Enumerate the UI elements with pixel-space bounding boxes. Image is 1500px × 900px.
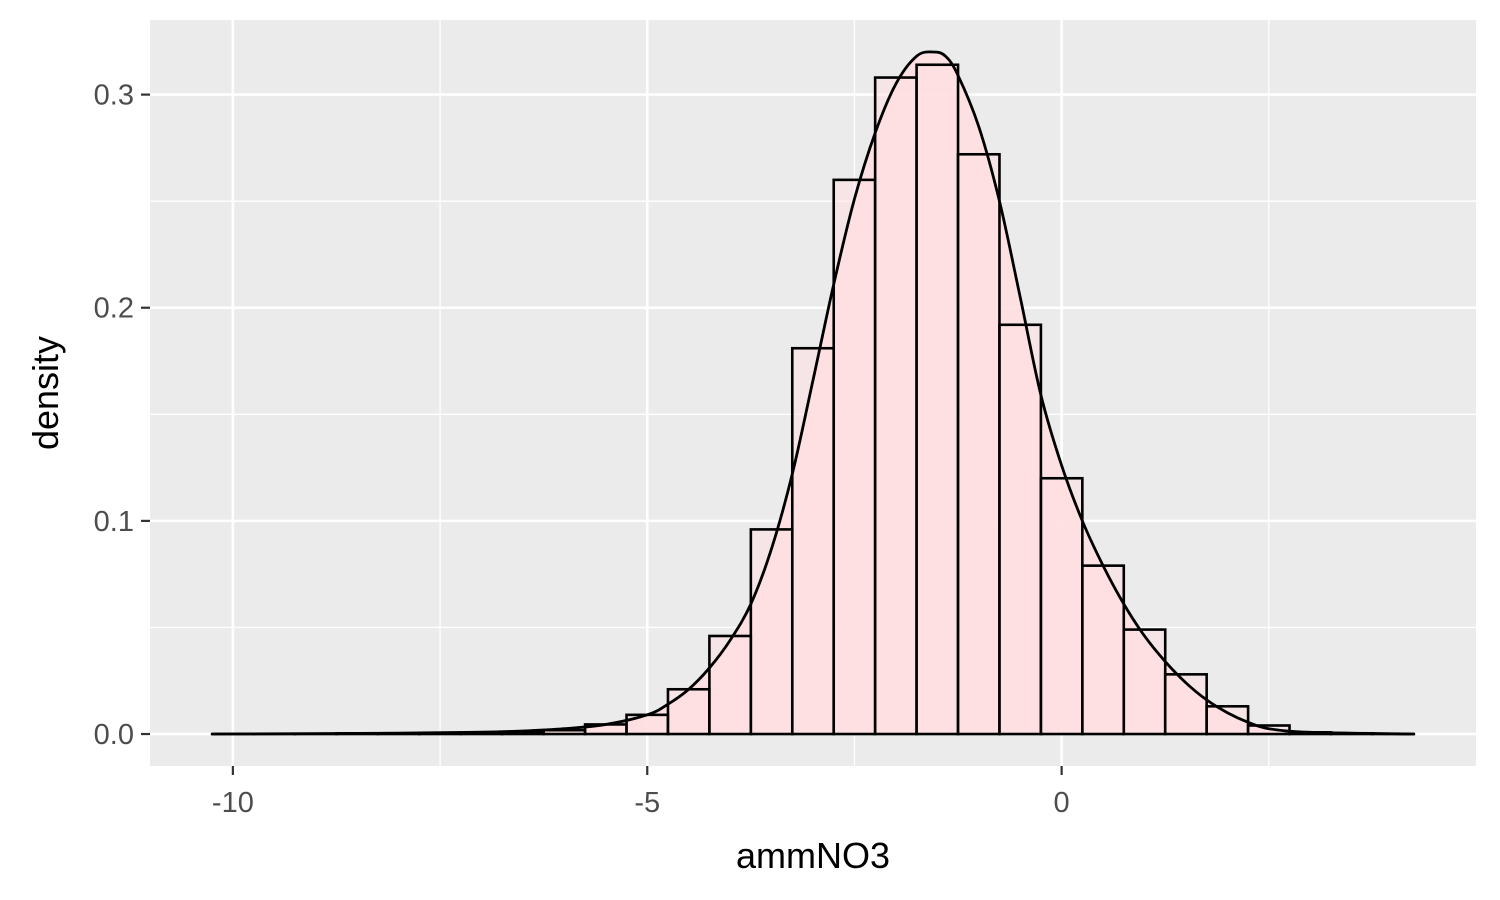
histogram-bar <box>708 634 753 736</box>
density-curve <box>212 50 1414 736</box>
x-tick-label: 0 <box>1054 787 1070 819</box>
histogram-bar <box>915 63 960 736</box>
histogram-bar <box>790 346 836 736</box>
histogram-bar <box>873 76 918 736</box>
x-tick-label: -10 <box>212 787 254 819</box>
y-axis-title: density <box>25 336 66 450</box>
x-tick-label: -5 <box>634 787 660 819</box>
y-tick-label: 0.0 <box>94 719 134 751</box>
histogram-bar <box>1039 476 1084 736</box>
histogram-bar <box>832 178 877 736</box>
histogram-bar <box>666 687 711 736</box>
axis-ticks <box>141 93 1063 775</box>
axis-tick-labels: -10 -5 0 0.0 0.1 0.2 0.3 <box>94 80 1070 819</box>
density-curve-layer <box>212 50 1414 736</box>
histogram-bars <box>210 63 1416 736</box>
histogram-bar <box>749 528 794 736</box>
x-axis-title: ammNO3 <box>736 835 890 876</box>
histogram-bar <box>998 323 1043 736</box>
y-tick-label: 0.1 <box>94 506 134 538</box>
y-tick-label: 0.3 <box>94 80 134 112</box>
histogram-bar <box>1122 628 1167 736</box>
histogram-bar <box>956 152 1001 736</box>
y-tick-label: 0.2 <box>94 293 134 325</box>
